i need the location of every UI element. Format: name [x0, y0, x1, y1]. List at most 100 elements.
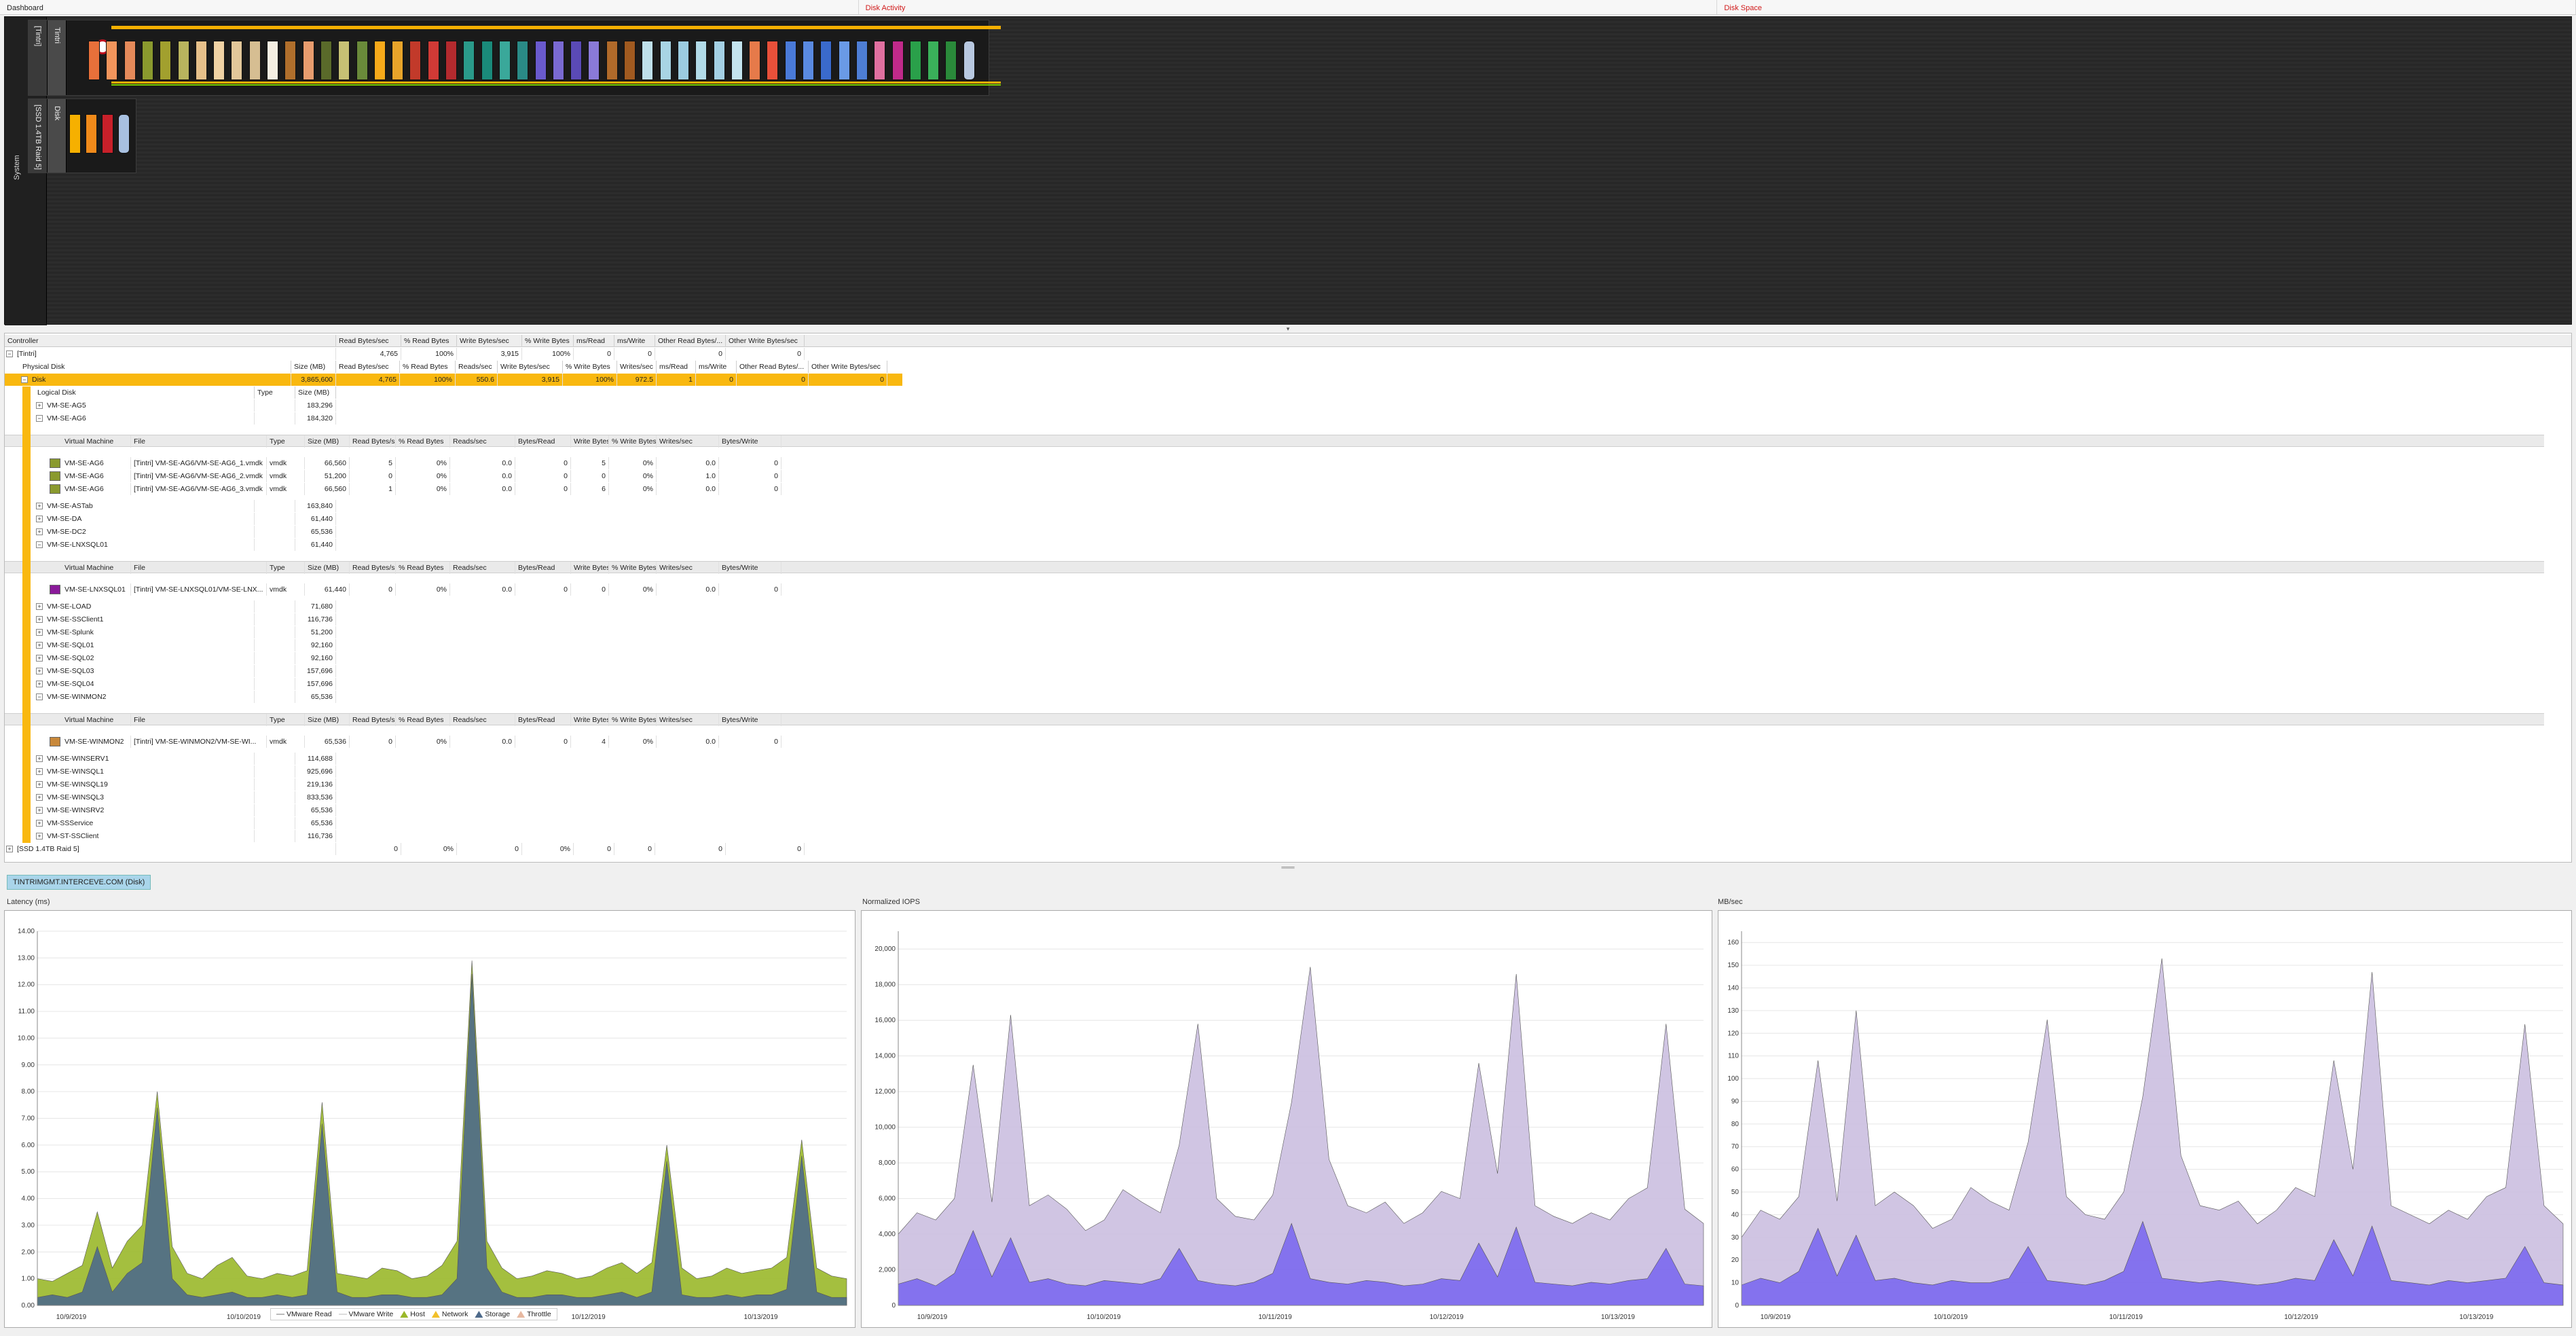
vm-block[interactable] [267, 41, 278, 80]
vm-block[interactable] [284, 41, 297, 80]
splitter-handle-2[interactable]: ═══ [1281, 864, 1295, 871]
vm-block[interactable] [213, 41, 225, 80]
collapse-icon[interactable]: − [6, 350, 13, 357]
collapse-icon[interactable]: − [36, 693, 43, 700]
vm-block[interactable] [463, 41, 475, 80]
expand-icon[interactable]: + [36, 616, 43, 623]
vm-block[interactable] [588, 41, 600, 80]
vm-block[interactable] [106, 41, 118, 80]
iops-chart[interactable]: 0 2,000 4,000 6,000 8,000 10,000 12,000 14,000 1… [861, 910, 1712, 1328]
disk-block[interactable] [102, 114, 113, 154]
vm-block[interactable] [338, 41, 350, 80]
vm-block[interactable] [642, 41, 654, 80]
tab-disk-activity[interactable]: Disk Activity [859, 0, 1718, 14]
vm-block[interactable] [803, 41, 814, 80]
vm-block[interactable] [659, 41, 671, 80]
vm-block[interactable] [445, 41, 457, 80]
vm-block[interactable] [570, 41, 583, 80]
expand-icon[interactable]: + [36, 833, 43, 839]
vm-block[interactable] [552, 41, 564, 80]
vm-block[interactable] [909, 41, 921, 80]
legend-item[interactable]: Throttle [517, 1310, 551, 1318]
expand-icon[interactable]: + [36, 629, 43, 636]
vm-block[interactable] [695, 41, 707, 80]
tab-dashboard[interactable]: Dashboard [0, 0, 859, 14]
vm-block[interactable] [945, 41, 957, 80]
expand-icon[interactable]: + [36, 755, 43, 762]
vm-block[interactable] [749, 41, 761, 80]
vm-header-row[interactable]: Virtual Machine File Type Size (MB) Read Byt… [5, 561, 2544, 574]
collapse-icon[interactable]: − [36, 541, 43, 548]
vm-block[interactable] [481, 41, 493, 80]
legend-item[interactable]: VMware Read [276, 1310, 332, 1318]
vm-block[interactable] [963, 41, 975, 80]
tab-disk-space[interactable]: Disk Space [1717, 0, 2576, 14]
mbsec-chart[interactable]: 0 10 20 30 40 50 60 70 80 90 100 110 120 130 140 150 160… [1718, 910, 2572, 1328]
vm-block[interactable] [124, 41, 136, 80]
disk-block[interactable] [86, 114, 97, 154]
vm-block[interactable] [606, 41, 618, 80]
expand-icon[interactable]: + [36, 528, 43, 535]
vm-block[interactable] [713, 41, 725, 80]
vm-block[interactable] [855, 41, 868, 80]
legend-item[interactable]: Storage [475, 1310, 510, 1318]
vm-block[interactable] [177, 41, 189, 80]
disk-row[interactable]: − Disk 3,865,600 4,765 100% 550.6 3,915 100% 972… [5, 374, 902, 386]
vm-block[interactable] [231, 41, 243, 80]
vm-block[interactable] [88, 41, 100, 80]
disk-block[interactable] [69, 114, 81, 154]
vm-header-row[interactable]: Virtual Machine File Type Size (MB) Read Byt… [5, 713, 2544, 726]
vm-block[interactable] [160, 41, 172, 80]
vm-block[interactable] [820, 41, 832, 80]
vm-block[interactable] [767, 41, 779, 80]
expand-icon[interactable]: + [36, 768, 43, 775]
collapse-icon[interactable]: − [36, 415, 43, 422]
disk-block[interactable] [118, 114, 130, 154]
vm-block[interactable] [141, 41, 153, 80]
vm-block[interactable] [517, 41, 529, 80]
vm-block[interactable] [534, 41, 547, 80]
vm-block[interactable] [392, 41, 404, 80]
expand-icon[interactable]: + [36, 820, 43, 827]
vm-block[interactable] [731, 41, 743, 80]
host-tab[interactable]: TINTRIMGMT.INTERCEVE.COM (Disk) [7, 875, 151, 890]
vm-block[interactable] [498, 41, 511, 80]
vm-block[interactable] [373, 41, 386, 80]
expand-icon[interactable]: + [36, 807, 43, 814]
latency-chart[interactable]: 0.00 1.00 2.00 3.00 4.00 5.00 6.00 7.00 8.00 9.00… [4, 910, 855, 1328]
expand-icon[interactable]: + [36, 668, 43, 674]
vm-block[interactable] [302, 41, 314, 80]
expand-icon[interactable]: + [36, 781, 43, 788]
expand-icon[interactable]: + [36, 516, 43, 522]
vm-block[interactable] [677, 41, 689, 80]
vm-block[interactable] [874, 41, 886, 80]
vm-block[interactable] [838, 41, 850, 80]
expand-icon[interactable]: + [36, 681, 43, 687]
vm-block[interactable] [320, 41, 332, 80]
tintri-group[interactable]: [Tintri] Tintri [28, 20, 1001, 96]
vm-block[interactable] [927, 41, 940, 80]
vm-block[interactable] [249, 41, 261, 80]
legend-item[interactable]: VMware Write [338, 1310, 393, 1318]
vm-block[interactable] [195, 41, 207, 80]
expand-icon[interactable]: + [36, 402, 43, 409]
expand-icon[interactable]: + [36, 603, 43, 610]
splitter-handle[interactable]: ▾ [1286, 325, 1290, 332]
collapse-icon[interactable]: − [21, 376, 28, 383]
vm-block[interactable] [624, 41, 636, 80]
expand-icon[interactable]: + [36, 642, 43, 649]
vm-header-row[interactable]: Virtual Machine File Type Size (MB) Read Byt… [5, 435, 2544, 448]
expand-icon[interactable]: + [36, 655, 43, 662]
vm-block[interactable] [409, 41, 422, 80]
ssd-group[interactable]: [SSD 1.4TB Raid 5] Disk [28, 98, 136, 173]
vm-block[interactable] [784, 41, 796, 80]
vm-block[interactable] [427, 41, 439, 80]
vm-block[interactable] [356, 41, 368, 80]
vm-block[interactable] [891, 41, 904, 80]
controller-header-row[interactable]: Controller Read Bytes/sec% Read Bytes Writ… [5, 335, 2571, 347]
expand-icon[interactable]: + [36, 503, 43, 509]
legend-item[interactable]: Network [431, 1310, 468, 1318]
expand-icon[interactable]: + [36, 794, 43, 801]
legend-item[interactable]: Host [400, 1310, 425, 1318]
expand-icon[interactable]: + [6, 846, 13, 852]
